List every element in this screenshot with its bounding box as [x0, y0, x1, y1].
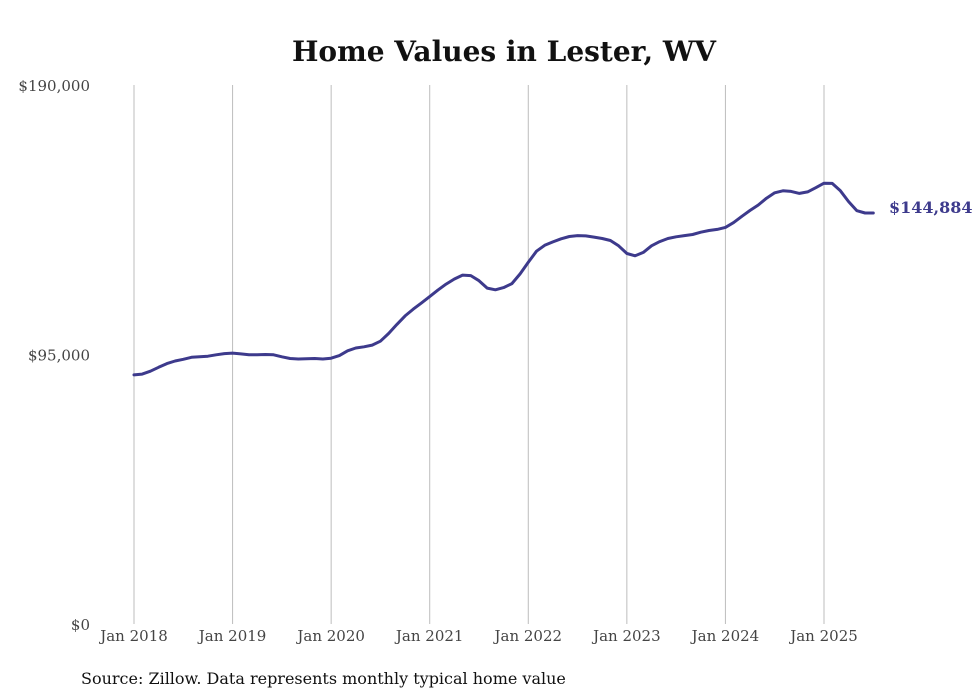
x-tick-label: Jan 2023	[591, 627, 661, 645]
y-tick-label: $95,000	[28, 347, 90, 365]
x-tick-label: Jan 2021	[394, 627, 464, 645]
x-tick-label: Jan 2020	[295, 627, 365, 645]
gridlines	[133, 85, 825, 624]
series-line	[132, 181, 875, 377]
chart-title: Home Values in Lester, WV	[292, 35, 717, 68]
last-value-label: $144,884	[889, 198, 973, 217]
x-axis-ticks: Jan 2018 Jan 2019 Jan 2020 Jan 2021 Jan 2022…	[98, 627, 858, 645]
y-tick-label: $0	[71, 616, 90, 634]
x-tick-label: Jan 2019	[197, 627, 267, 645]
x-tick-label: Jan 2025	[788, 627, 858, 645]
x-tick-label: Jan 2024	[690, 627, 760, 645]
x-tick-label: Jan 2018	[98, 627, 168, 645]
series-layer	[132, 181, 875, 377]
y-axis-ticks: $190,000 $95,000 $0	[18, 77, 90, 634]
source-note: Source: Zillow. Data represents monthly …	[81, 669, 566, 688]
y-tick-label: $190,000	[18, 77, 90, 95]
x-tick-label: Jan 2022	[493, 627, 563, 645]
